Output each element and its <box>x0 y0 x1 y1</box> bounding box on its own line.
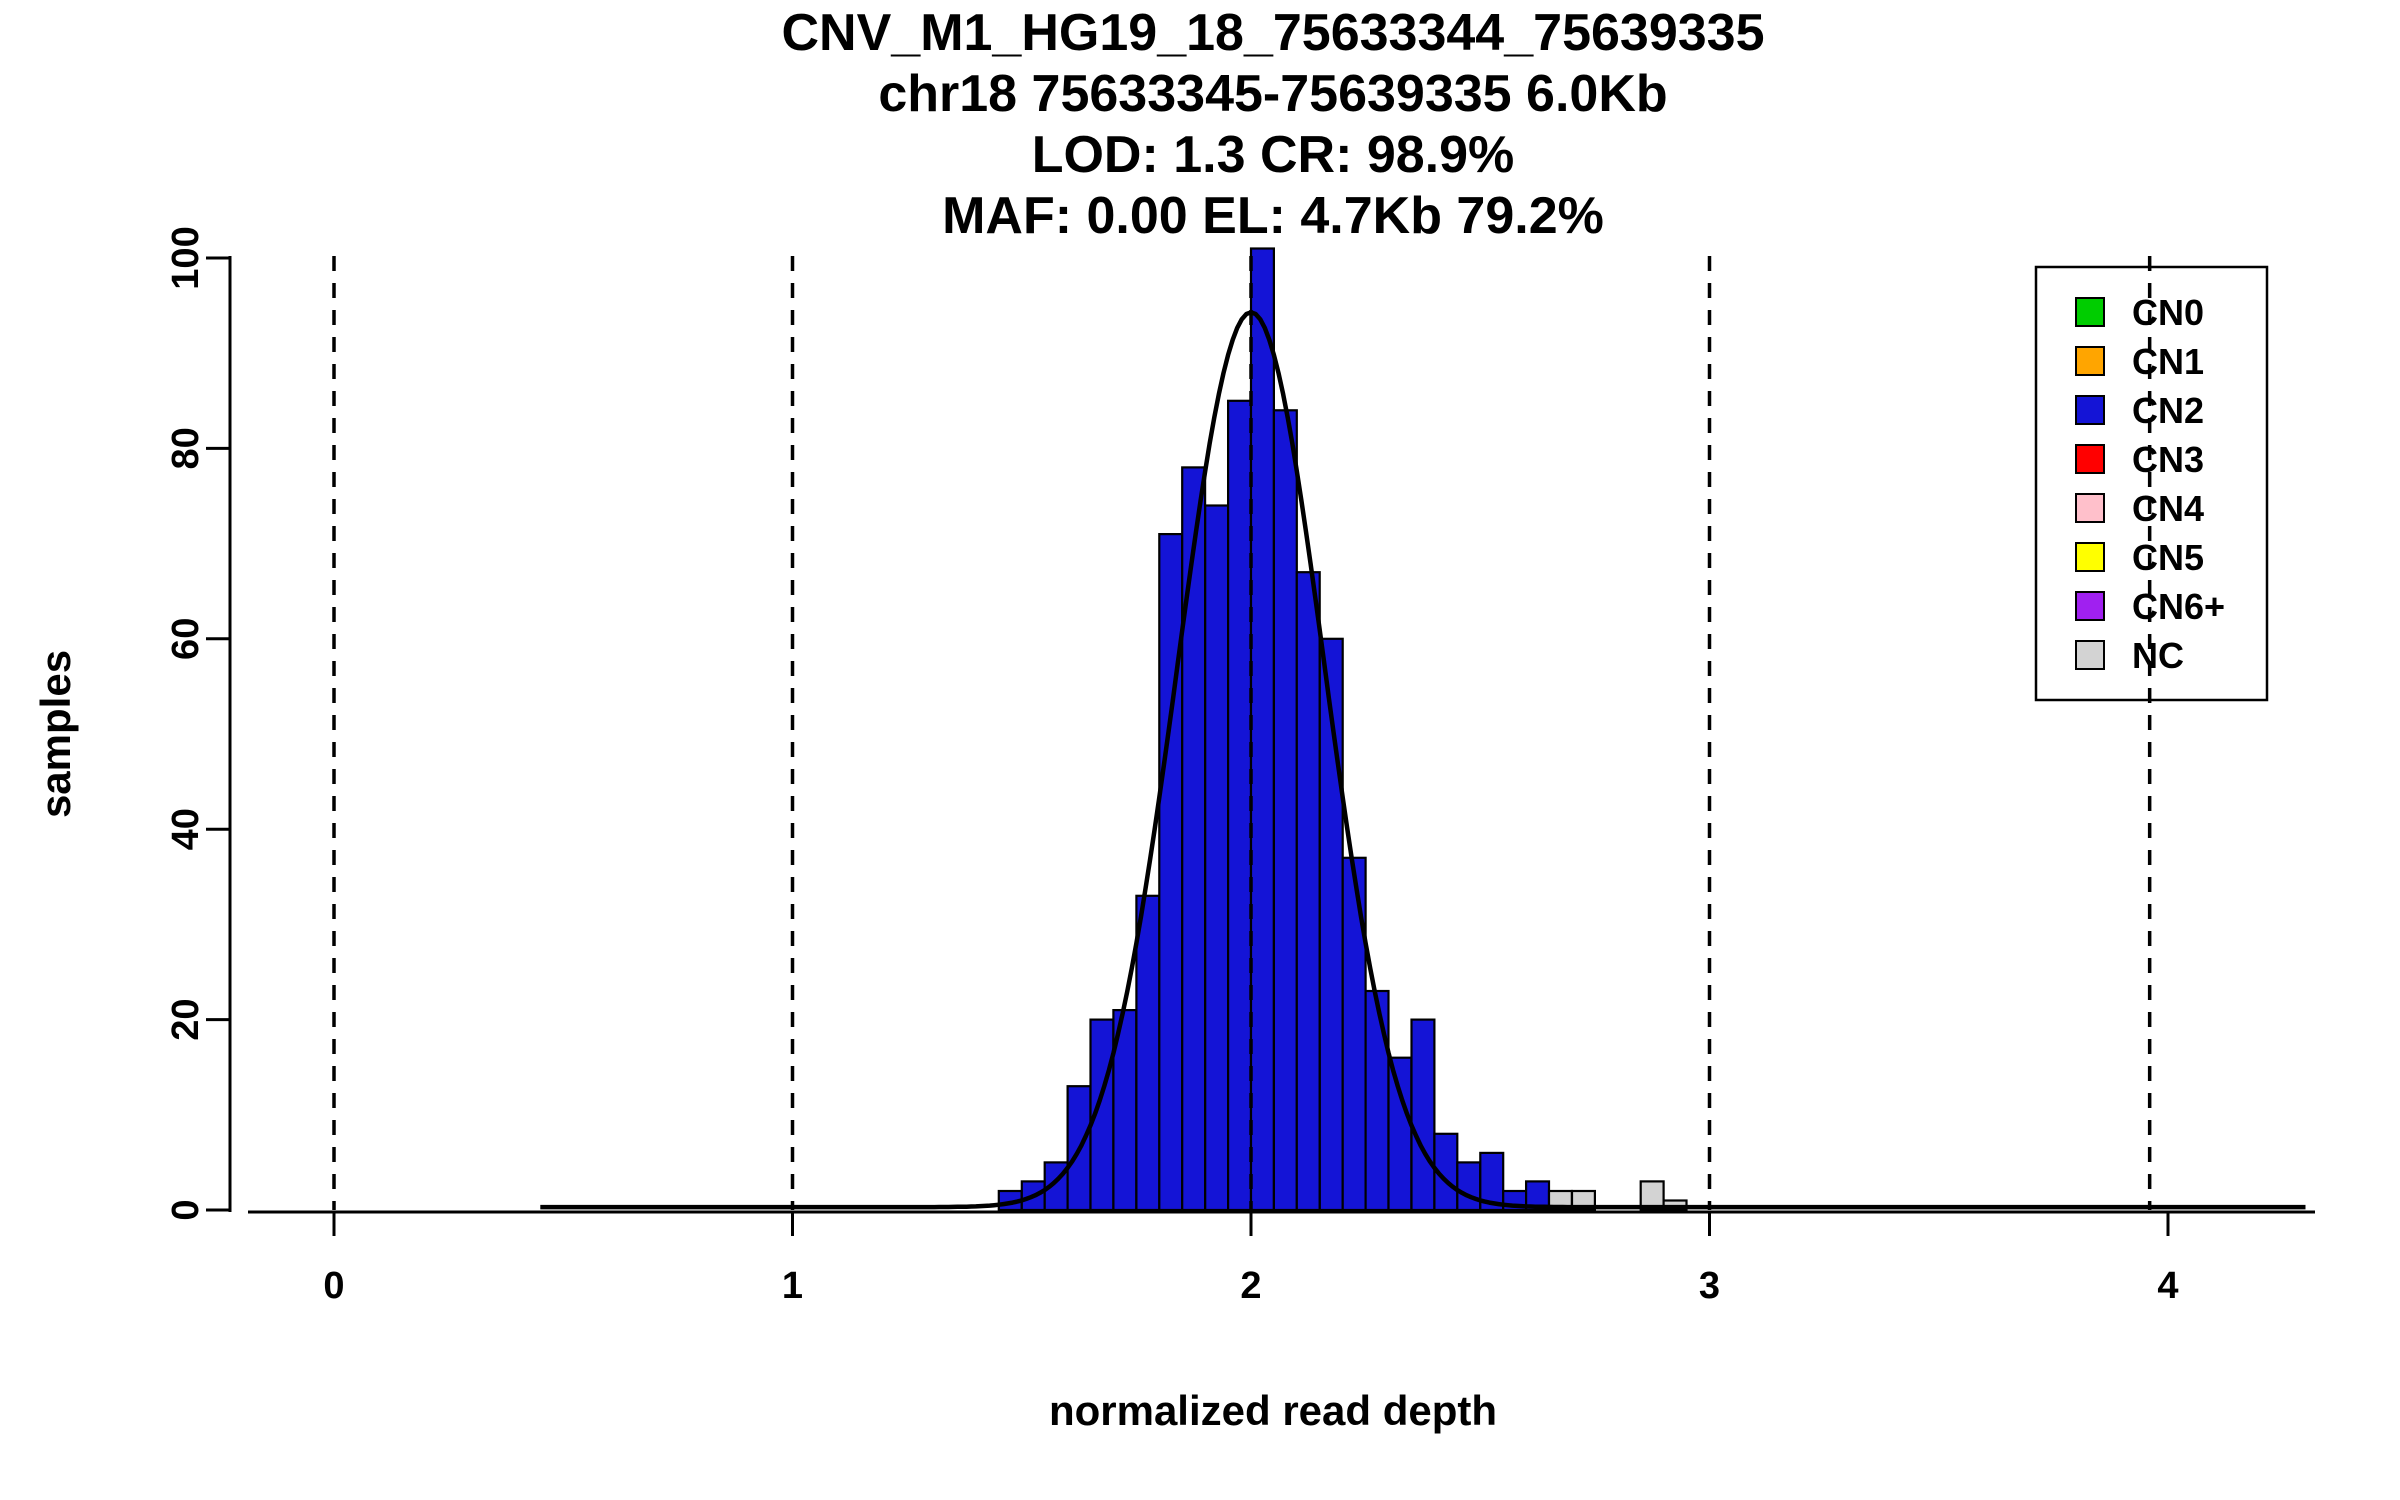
chart-title-line-2: chr18 75633345-75639335 6.0Kb <box>878 65 1667 123</box>
histogram-bars-layer <box>997 247 1688 1212</box>
legend-label-cn4: CN4 <box>2132 488 2204 529</box>
chart-title-line-3: LOD: 1.3 CR: 98.9% <box>1032 126 1515 184</box>
histogram-bar-cn2 <box>1410 1018 1436 1212</box>
chart-title-line-4: MAF: 0.00 EL: 4.7Kb 79.2% <box>942 187 1604 245</box>
legend-label-nc: NC <box>2132 635 2184 676</box>
density-curve-layer <box>540 310 2306 1210</box>
x-tick-label: 4 <box>2157 1265 2178 1307</box>
y-axis-label: samples <box>32 650 79 818</box>
histogram-bar-cn2 <box>1181 466 1207 1212</box>
histogram-bar-cn2 <box>1249 247 1275 1212</box>
legend-swatch-cn5 <box>2075 542 2105 572</box>
histogram-bar-cn2 <box>1295 571 1321 1212</box>
legend-swatch-cn2 <box>2075 395 2105 425</box>
legend-swatch-cn1 <box>2075 346 2105 376</box>
histogram-bar-cn2 <box>1204 504 1230 1212</box>
histogram-bar-cn2 <box>1456 1161 1482 1212</box>
histogram-bar-cn2 <box>1158 532 1184 1212</box>
y-tick-label: 0 <box>165 1199 207 1220</box>
histogram-bar-cn2 <box>1226 399 1253 1212</box>
legend-label-cn2: CN2 <box>2132 390 2204 431</box>
legend-swatch-cn0 <box>2075 297 2105 327</box>
y-tick-label: 20 <box>165 998 207 1040</box>
x-tick-label: 1 <box>782 1265 803 1307</box>
copy-number-guides-layer <box>332 256 2152 1210</box>
legend-label-cn3: CN3 <box>2132 439 2204 480</box>
histogram-bar-cn2 <box>1364 989 1390 1212</box>
x-axis-label: normalized read depth <box>1049 1387 1497 1434</box>
legend: CN0 CN1 CN2 CN3 CN4 CN5 CN6+ NC <box>2034 265 2269 702</box>
legend-label-cn6plus: CN6+ <box>2132 586 2225 627</box>
legend-swatch-nc <box>2075 640 2105 670</box>
histogram-bar-nc <box>1639 1180 1665 1212</box>
histogram-bar-cn2 <box>1135 894 1161 1212</box>
legend-swatch-cn4 <box>2075 493 2105 523</box>
y-tick-label: 100 <box>165 226 207 289</box>
histogram-bar-cn2 <box>1479 1151 1505 1212</box>
y-tick-label: 80 <box>165 427 207 469</box>
x-tick-label: 2 <box>1240 1265 1261 1307</box>
legend-label-cn5: CN5 <box>2132 537 2204 578</box>
legend-label-cn0: CN0 <box>2132 292 2204 333</box>
histogram-bar-cn2 <box>1272 409 1298 1212</box>
y-tick-label: 60 <box>165 618 207 660</box>
y-tick-label: 40 <box>165 808 207 850</box>
histogram-bar-cn2 <box>1387 1056 1413 1212</box>
density-curve <box>540 310 2306 1210</box>
chart-title-line-1: CNV_M1_HG19_18_75633344_75639335 <box>781 4 1764 62</box>
legend-box <box>2034 265 2269 702</box>
legend-swatch-cn6plus <box>2075 591 2105 621</box>
x-tick-label: 0 <box>323 1265 344 1307</box>
legend-label-cn1: CN1 <box>2132 341 2204 382</box>
x-tick-label: 3 <box>1699 1265 1720 1307</box>
legend-swatch-cn3 <box>2075 444 2105 474</box>
